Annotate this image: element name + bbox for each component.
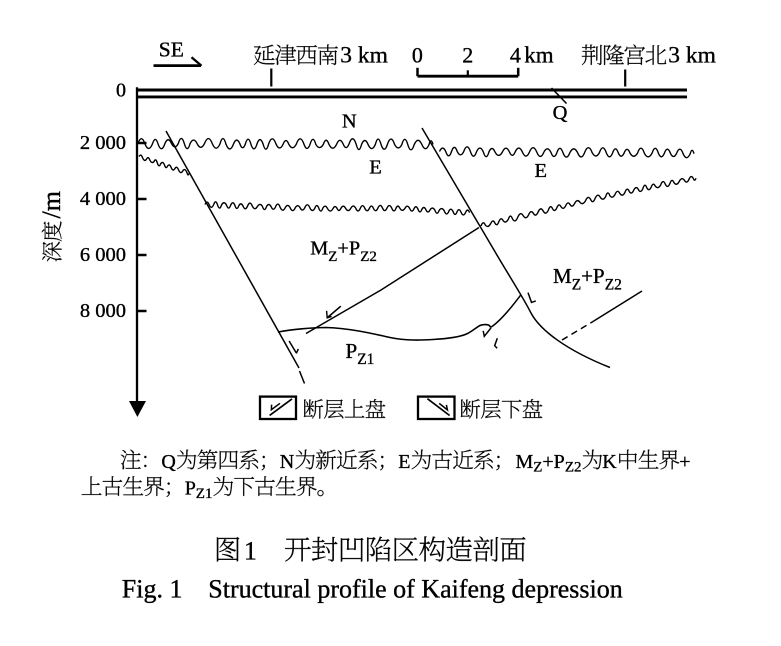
svg-text:2 000: 2 000 bbox=[80, 132, 126, 154]
svg-text:E: E bbox=[369, 157, 382, 179]
svg-text:3 km: 3 km bbox=[668, 42, 716, 68]
svg-text:1: 1 bbox=[244, 537, 257, 566]
svg-text:M: M bbox=[553, 264, 572, 288]
svg-text:Structural profile of Kaifeng: Structural profile of Kaifeng depression bbox=[208, 574, 622, 603]
svg-text:M: M bbox=[516, 451, 534, 473]
svg-text:E: E bbox=[398, 451, 410, 473]
svg-text:SE: SE bbox=[159, 37, 184, 61]
svg-text:Z2: Z2 bbox=[360, 249, 377, 265]
svg-text:M: M bbox=[310, 238, 328, 260]
svg-text:+P: +P bbox=[581, 264, 605, 288]
svg-text:Q: Q bbox=[553, 102, 568, 124]
svg-text:6 000: 6 000 bbox=[80, 244, 126, 266]
svg-text:P: P bbox=[346, 339, 358, 363]
svg-text:Z2: Z2 bbox=[605, 277, 622, 294]
svg-text:0: 0 bbox=[116, 79, 126, 101]
svg-text:/m: /m bbox=[37, 191, 66, 218]
svg-text:+P: +P bbox=[337, 238, 360, 260]
svg-text:Z: Z bbox=[328, 249, 337, 265]
svg-text:K: K bbox=[602, 451, 617, 473]
svg-text:Z2: Z2 bbox=[565, 459, 582, 475]
svg-text:+: + bbox=[679, 451, 690, 473]
svg-text:4 000: 4 000 bbox=[80, 188, 126, 210]
svg-text:4: 4 bbox=[510, 42, 521, 67]
svg-text:Q: Q bbox=[161, 451, 176, 473]
svg-text:Z: Z bbox=[533, 459, 542, 475]
svg-text:E: E bbox=[535, 160, 548, 182]
svg-text:N: N bbox=[342, 111, 357, 133]
svg-text:km: km bbox=[524, 42, 554, 67]
svg-text:P: P bbox=[185, 477, 196, 499]
svg-text:N: N bbox=[280, 451, 294, 473]
svg-text:Z: Z bbox=[572, 277, 581, 294]
svg-text:Z1: Z1 bbox=[196, 486, 213, 502]
svg-text:+P: +P bbox=[542, 451, 564, 473]
svg-text:2: 2 bbox=[462, 42, 473, 67]
svg-text:0: 0 bbox=[412, 42, 423, 67]
svg-text:Fig. 1: Fig. 1 bbox=[122, 574, 183, 603]
svg-text:Z1: Z1 bbox=[357, 351, 374, 368]
svg-text:3 km: 3 km bbox=[340, 42, 388, 68]
svg-text:8 000: 8 000 bbox=[80, 300, 126, 322]
